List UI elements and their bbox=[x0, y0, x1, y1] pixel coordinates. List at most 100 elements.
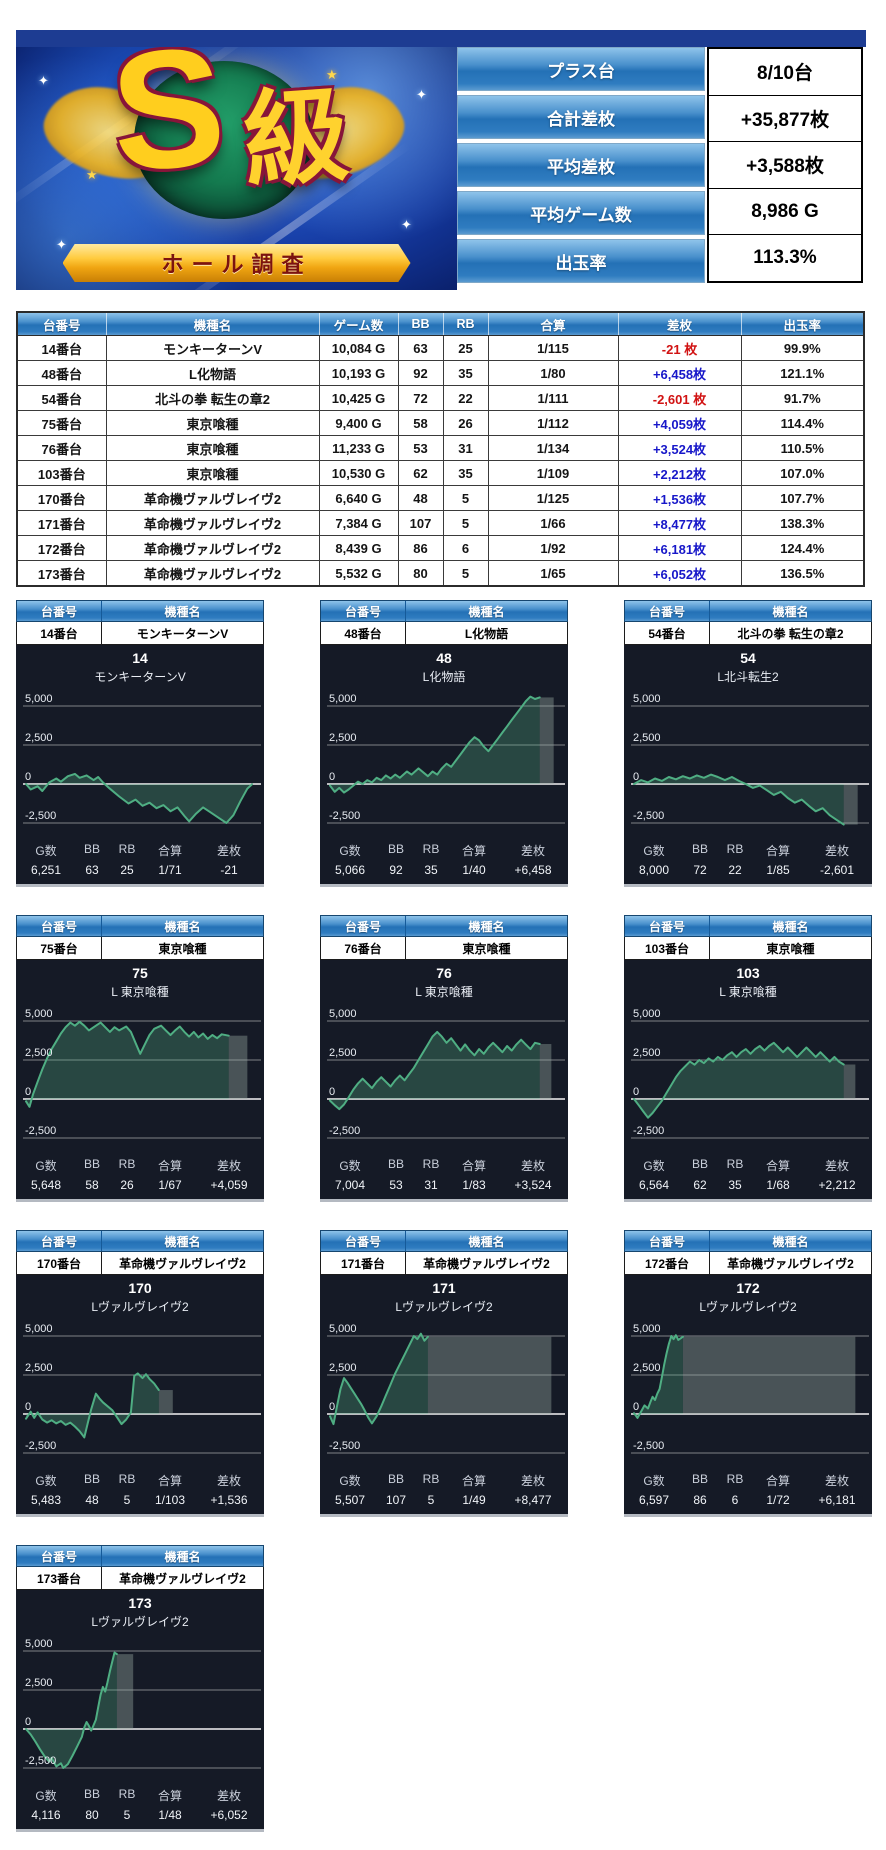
card-machine-number: 170番台 bbox=[17, 1252, 102, 1274]
machine-card: 台番号 機種名 76番台 東京喰種 5,000 2,500 0 -2,500 76 L 東京喰種 G… bbox=[320, 915, 568, 1199]
y-axis-label: 0 bbox=[329, 1086, 335, 1098]
stat-header: 差枚 bbox=[520, 1159, 545, 1173]
card-machine-name: モンキーターンV bbox=[136, 626, 229, 641]
stat-value: 7,004 bbox=[334, 1178, 366, 1192]
stat-header: G数 bbox=[643, 1159, 665, 1173]
stat-value: 58 bbox=[85, 1178, 99, 1192]
card-stats-headers: G数 BB RB 合算 差枚 bbox=[320, 842, 568, 859]
y-axis-label: 2,500 bbox=[25, 1677, 53, 1689]
y-axis-label: 5,000 bbox=[329, 1323, 357, 1335]
table-cell: 東京喰種 bbox=[105, 410, 320, 436]
table-cell: 121.1% bbox=[740, 360, 865, 386]
card-header-number-label: 台番号 bbox=[17, 1231, 102, 1251]
card-header-model-label: 機種名 bbox=[406, 916, 567, 936]
sparkle-icon: ✦ bbox=[401, 217, 412, 232]
s-class-banner-image: ✦ ✦ ✦ ✦ ★ ★ S 級 ホール調査 bbox=[16, 47, 457, 290]
stat-value: 72 bbox=[693, 863, 707, 877]
table-cell: 124.4% bbox=[740, 535, 865, 561]
card-chart-subtitle: Lヴァルヴレイヴ2 bbox=[91, 1300, 189, 1314]
slump-chart-panel: 5,000 2,500 0 -2,500 170 Lヴァルヴレイヴ2 G数 BB RB 合算 差枚 5… bbox=[16, 1275, 264, 1514]
y-axis-label: 0 bbox=[25, 1716, 31, 1728]
stat-value: 5,066 bbox=[334, 863, 366, 877]
stat-header: RB bbox=[422, 1157, 440, 1171]
machine-card: 台番号 機種名 54番台 北斗の拳 転生の章2 5,000 2,500 0 -2,500 54 L… bbox=[624, 600, 872, 884]
card-stats: G数 BB RB 合算 差枚 8,000 72 22 1/85 -2,601 bbox=[624, 842, 872, 877]
table-row: 103番台 東京喰種 10,530 G 62 35 1/109 +2,212枚 107.0% bbox=[16, 460, 865, 486]
stat-header: RB bbox=[726, 1157, 744, 1171]
stat-value: 4,116 bbox=[31, 1808, 61, 1822]
card-header-number-label: 台番号 bbox=[321, 1231, 406, 1251]
card-stats-values: 5,507 107 5 1/49 +8,477 bbox=[320, 1489, 568, 1507]
stat-header: 差枚 bbox=[216, 1159, 241, 1173]
slump-chart-panel: 5,000 2,500 0 -2,500 76 L 東京喰種 G数 BB RB 合算 差枚 7,004… bbox=[320, 960, 568, 1199]
machine-card-header: 台番号 機種名 bbox=[624, 915, 872, 937]
table-row: 75番台 東京喰種 9,400 G 58 26 1/112 +4,059枚 114.4% bbox=[16, 410, 865, 436]
table-cell: +8,477枚 bbox=[617, 510, 742, 536]
stat-header: 合算 bbox=[157, 844, 182, 858]
slump-chart: 5,000 2,500 0 -2,500 bbox=[23, 1638, 261, 1769]
stat-header: 差枚 bbox=[216, 1474, 241, 1488]
card-header-model-label: 機種名 bbox=[102, 1231, 263, 1251]
table-header-row: 台番号 機種名 ゲーム数 BB RB 合算 差枚 出玉率 bbox=[17, 312, 865, 336]
stat-header: G数 bbox=[35, 1159, 57, 1173]
y-axis-label: 0 bbox=[25, 771, 31, 783]
machine-card: 台番号 機種名 171番台 革命機ヴァルヴレイヴ2 5,000 2,500 0 -2,500 1… bbox=[320, 1230, 568, 1514]
table-cell: 35 bbox=[442, 360, 489, 386]
summary-label: 合計差枚 bbox=[457, 95, 705, 139]
card-chart-title: 75 bbox=[132, 965, 148, 981]
stat-value: 5,483 bbox=[30, 1493, 62, 1507]
y-axis-label: 2,500 bbox=[633, 1362, 661, 1374]
table-cell: 1/111 bbox=[487, 385, 619, 411]
slump-chart-panel: 5,000 2,500 0 -2,500 54 L北斗転生2 G数 BB RB 合算 差枚 8,000… bbox=[624, 645, 872, 884]
table-cell: 1/112 bbox=[487, 410, 619, 436]
y-axis-label: -2,500 bbox=[329, 1440, 360, 1452]
stat-header: 差枚 bbox=[824, 1474, 849, 1488]
stat-value: 86 bbox=[693, 1493, 707, 1507]
card-stats-values: 8,000 72 22 1/85 -2,601 bbox=[624, 859, 872, 877]
summary-value: +3,588枚 bbox=[709, 142, 861, 189]
machine-card-subrow: 48番台 L化物語 bbox=[320, 622, 568, 645]
y-axis-label: 0 bbox=[329, 771, 335, 783]
card-machine-number: 54番台 bbox=[625, 622, 710, 644]
table-row: 48番台 L化物語 10,193 G 92 35 1/80 +6,458枚 121.1% bbox=[16, 360, 865, 386]
card-stats: G数 BB RB 合算 差枚 6,251 63 25 1/71 -21 bbox=[16, 842, 264, 877]
card-chart-subtitle: L 東京喰種 bbox=[111, 985, 169, 999]
card-chart-title: 76 bbox=[436, 965, 452, 981]
table-cell: 48 bbox=[397, 485, 444, 511]
card-machine-number: 14番台 bbox=[17, 622, 102, 644]
y-axis-label: 5,000 bbox=[25, 1008, 53, 1020]
card-stats-values: 6,597 86 6 1/72 +6,181 bbox=[624, 1489, 872, 1507]
stat-value: +6,458 bbox=[514, 863, 552, 877]
table-cell: 1/134 bbox=[487, 435, 619, 461]
hall-survey-ribbon: ホール調査 bbox=[62, 244, 411, 282]
table-cell: 1/92 bbox=[487, 535, 619, 561]
table-cell: モンキーターンV bbox=[105, 335, 320, 361]
table-cell: 8,439 G bbox=[318, 535, 399, 561]
card-machine-number: 76番台 bbox=[321, 937, 406, 959]
top-border-bar bbox=[16, 30, 866, 47]
table-cell: 91.7% bbox=[740, 385, 865, 411]
sparkle-icon: ★ bbox=[86, 167, 98, 182]
table-cell: -2,601 枚 bbox=[617, 385, 742, 411]
table-cell: 5 bbox=[442, 510, 489, 536]
card-chart-title: 172 bbox=[736, 1280, 760, 1296]
machine-card-subrow: 14番台 モンキーターンV bbox=[16, 622, 264, 645]
table-cell: 6 bbox=[442, 535, 489, 561]
summary-label: 出玉率 bbox=[457, 239, 705, 283]
card-chart-subtitle: Lヴァルヴレイヴ2 bbox=[91, 1615, 189, 1629]
table-cell: 東京喰種 bbox=[105, 435, 320, 461]
stat-header: BB bbox=[387, 1472, 404, 1486]
table-cell: 9,400 G bbox=[318, 410, 399, 436]
table-cell: +1,536枚 bbox=[617, 485, 742, 511]
slump-chart: 5,000 2,500 0 -2,500 bbox=[23, 1008, 261, 1139]
y-axis-label: 2,500 bbox=[329, 1047, 357, 1059]
stat-value: 5 bbox=[427, 1493, 435, 1507]
table-cell: 107.0% bbox=[740, 460, 865, 486]
table-cell: 東京喰種 bbox=[105, 460, 320, 486]
table-cell: 14番台 bbox=[16, 335, 107, 361]
table-cell: 53 bbox=[397, 435, 444, 461]
card-header-number-label: 台番号 bbox=[17, 916, 102, 936]
card-stats-headers: G数 BB RB 合算 差枚 bbox=[624, 1157, 872, 1174]
machine-card-subrow: 171番台 革命機ヴァルヴレイヴ2 bbox=[320, 1252, 568, 1275]
